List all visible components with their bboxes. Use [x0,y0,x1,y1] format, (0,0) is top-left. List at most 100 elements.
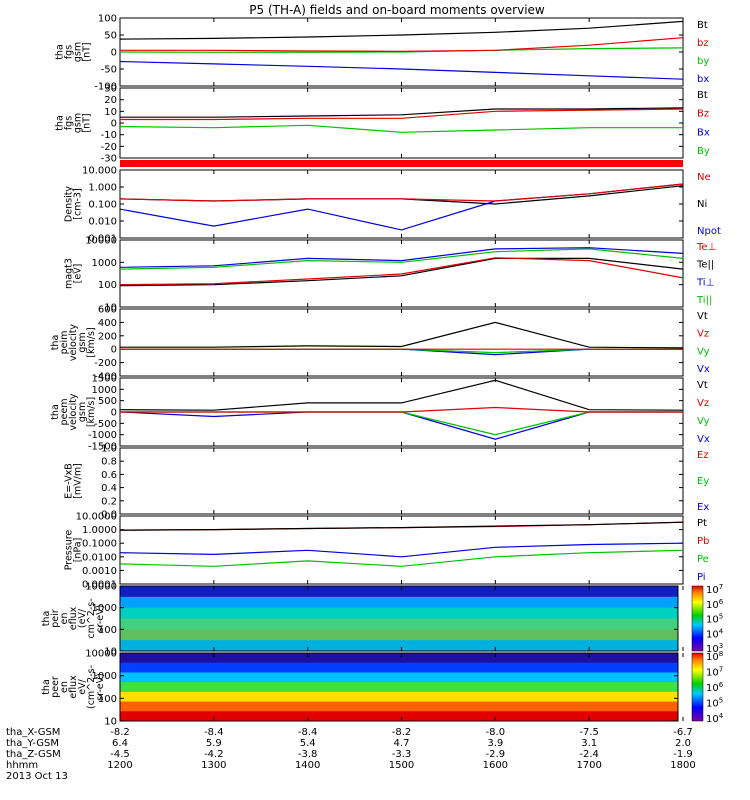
x-axis-value: 5.9 [206,738,222,749]
x-axis-value: 3.1 [581,738,597,749]
series-line-ti [119,247,684,268]
panel-frame [119,308,684,377]
legend-entry: bx [697,74,709,85]
x-axis-value: -4.5 [110,749,130,760]
series-line-bz [120,37,684,52]
y-tick-label: 0.1000 [82,539,117,550]
series-line-npot [119,183,684,231]
series-line-te [119,257,684,286]
y-axis-label: velocity [68,393,79,431]
y-tick-label: 0 [111,48,117,59]
legend-entry: Pt [697,518,707,529]
y-tick-label: 1.0000 [82,525,117,536]
colorbar-tick-label: 105 [706,697,723,710]
y-tick-label: -10 [101,130,117,141]
y-axis-label: sr-eV) [95,673,106,701]
series-line-te [119,257,684,287]
y-axis-label: [mV/m] [73,463,84,499]
y-tick-label: 0.4 [101,483,117,494]
y-tick-label: 0 [111,345,117,356]
y-tick-label: 100 [98,694,117,705]
legend-entry: Te⊥ [696,242,716,253]
y-tick-label: 1.000 [88,183,117,194]
x-axis-value: -8.2 [110,727,130,738]
legend-entry: bz [697,38,709,49]
colorbar-tick-label: 105 [706,613,723,626]
y-tick-label: -1000 [88,430,117,441]
spectrogram-band [120,618,678,630]
y-axis-label: [km/s] [86,327,97,357]
y-axis-label: [km/s] [86,397,97,427]
panel-frame [119,585,679,652]
y-tick-label: 0.0100 [82,552,117,563]
series-line-ne [119,183,684,202]
colorbar-tick-label: 106 [706,681,724,694]
series-line-pt [119,521,684,531]
y-axis-label: fgs [64,45,75,59]
y-tick-label: 1.0 [101,444,117,455]
series-line-by [119,47,684,53]
y-axis-label: en [59,681,70,693]
y-axis-label: magt3 [64,258,75,289]
panel-p3: 10000 1000 100 10 magt3[eV] Te⊥ Te|| Ti⊥ Ti|| [64,236,717,314]
y-tick-label: 10 [104,647,117,658]
legend-entry: Ez [697,450,709,461]
legend-entry: Vz [697,329,709,340]
spectrogram-band [120,629,678,641]
y-axis-label: eflux [68,675,79,699]
x-axis-value: -6.7 [673,727,693,738]
x-axis-value: 1300 [201,760,226,771]
panels-layer: 100500-50-100thafgsgsm[nT]Btbzbybx302010… [41,14,724,728]
panel-p6: 1.0 0.8 0.6 0.4 0.2 0.0 E=-VxB[mV/m] Ez Ey Ex [64,444,710,521]
y-tick-label: 0.2 [101,496,117,507]
colorbar-tick-label: 108 [706,650,723,663]
legend-entry: Ex [697,502,709,513]
y-tick-label: 10.0000 [76,512,117,523]
y-axis-label: [eV] [73,264,84,284]
spectrogram-band [120,586,678,598]
y-tick-label: -30 [101,154,117,165]
x-axis-row-label: hhmm [6,760,38,771]
series-line-pe [119,549,684,567]
y-tick-label: -20 [101,142,117,153]
x-axis-value: 2.0 [675,738,691,749]
legend-entry: Te|| [696,260,714,271]
colorbar [691,585,704,652]
y-axis-label: (eV/ [77,608,88,628]
colorbar-tick-label: 107 [706,666,723,679]
legend-entry: Vz [697,398,709,409]
x-axis-value: 1200 [107,760,132,771]
y-tick-label: 0 [111,119,117,130]
legend-entry: Ne [697,172,711,183]
x-axis-value: -2.4 [579,749,599,760]
panel-frame [119,87,684,159]
spectrogram-band [120,682,678,693]
spectrogram-band [120,701,678,712]
y-tick-label: -100 [94,82,117,93]
series-line-ti [119,248,684,270]
y-axis-label: [cm-3] [73,188,84,219]
y-tick-label: 600 [98,305,117,316]
series-line-pi [119,542,684,558]
y-tick-label: 1000 [92,385,117,396]
x-axis-value: -3.3 [392,749,412,760]
y-axis-label: (cm^2-s- [86,665,97,709]
y-axis-label: [nPa] [73,538,84,563]
y-axis-label: gsm [77,332,88,352]
x-axis-row-label: tha_Y-GSM [6,738,59,749]
legend-entry: Bt [697,90,708,101]
x-axis-value: 5.4 [300,738,316,749]
x-axis-value: -2.9 [486,749,506,760]
y-axis-label: gsm [73,113,84,133]
legend-entry: Ey [697,476,709,487]
y-tick-label: 500 [98,396,117,407]
spectrogram-band [120,662,678,673]
y-tick-label: -500 [94,419,117,430]
y-axis-label: eflux [68,606,79,630]
x-axis-value: -8.2 [392,727,412,738]
series-line-bz [120,108,684,121]
x-axis-value: 4.7 [394,738,410,749]
